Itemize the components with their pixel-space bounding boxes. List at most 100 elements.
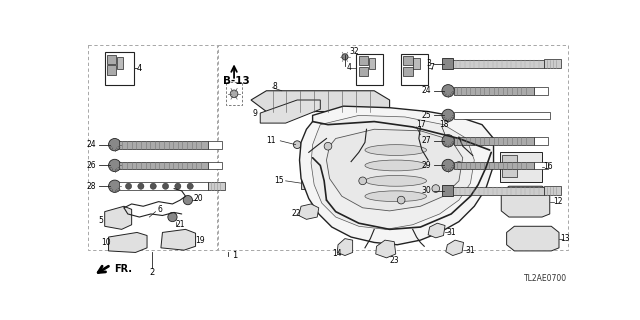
Text: 31: 31 (447, 228, 456, 237)
Polygon shape (417, 129, 437, 148)
Text: 2: 2 (150, 268, 155, 277)
Circle shape (183, 196, 193, 205)
Circle shape (342, 54, 348, 60)
Bar (119, 182, 208, 190)
Text: 25: 25 (422, 111, 431, 120)
Polygon shape (251, 91, 390, 112)
Bar (543, 59, 561, 68)
Bar (359, 56, 368, 65)
Polygon shape (299, 204, 319, 219)
Text: 9: 9 (253, 109, 257, 118)
Bar (452, 187, 543, 195)
Bar (500, 152, 542, 182)
Text: B-13: B-13 (223, 76, 249, 86)
Polygon shape (300, 106, 493, 245)
Circle shape (397, 196, 405, 204)
Circle shape (442, 84, 454, 97)
Polygon shape (337, 239, 353, 256)
Bar (534, 162, 548, 169)
Bar (454, 162, 534, 169)
Circle shape (442, 135, 454, 147)
Bar (218, 44, 568, 250)
Text: 16: 16 (543, 163, 553, 172)
Text: 31: 31 (465, 246, 475, 255)
Circle shape (359, 177, 367, 185)
Text: 13: 13 (561, 234, 570, 243)
Text: 4: 4 (346, 63, 351, 72)
Text: 27: 27 (422, 136, 431, 145)
Text: 18: 18 (440, 120, 449, 129)
Bar (119, 162, 208, 169)
Bar (534, 137, 548, 145)
Bar (107, 55, 116, 64)
Bar (107, 65, 116, 75)
Text: 22: 22 (291, 210, 301, 219)
Text: 3: 3 (426, 59, 431, 68)
Ellipse shape (365, 160, 427, 171)
Bar (401, 54, 428, 84)
Text: 11: 11 (266, 136, 276, 145)
Polygon shape (507, 226, 559, 251)
Circle shape (442, 109, 454, 122)
Circle shape (163, 183, 168, 189)
Bar (534, 87, 548, 95)
Bar (227, 82, 242, 105)
Circle shape (138, 183, 144, 189)
Ellipse shape (365, 175, 427, 186)
Bar (502, 155, 517, 166)
Polygon shape (311, 116, 474, 229)
Circle shape (432, 185, 440, 192)
Text: FR.: FR. (114, 264, 132, 275)
Circle shape (442, 159, 454, 172)
Bar (356, 54, 383, 84)
Text: 32: 32 (349, 47, 359, 56)
Bar (119, 141, 208, 148)
Polygon shape (109, 232, 147, 252)
Circle shape (324, 142, 332, 150)
Bar (301, 179, 318, 189)
Text: 30: 30 (421, 186, 431, 195)
Bar (502, 168, 517, 177)
Text: 23: 23 (390, 256, 399, 265)
Text: 4: 4 (137, 64, 142, 73)
Polygon shape (376, 240, 396, 258)
Polygon shape (428, 223, 445, 238)
Bar (403, 56, 413, 65)
Bar (442, 186, 452, 196)
Bar (208, 162, 221, 169)
Bar (105, 52, 134, 84)
Bar (454, 87, 534, 95)
Circle shape (293, 141, 301, 148)
Bar (452, 60, 543, 68)
Circle shape (455, 162, 463, 169)
Bar (88, 44, 217, 250)
Polygon shape (105, 206, 132, 229)
Bar (208, 182, 225, 190)
Polygon shape (326, 129, 463, 211)
Bar (454, 112, 550, 119)
Text: 17: 17 (417, 120, 426, 129)
Bar (208, 141, 221, 148)
Circle shape (230, 90, 238, 98)
Circle shape (109, 159, 121, 172)
Text: 14: 14 (333, 250, 342, 259)
Ellipse shape (365, 145, 427, 156)
Text: 21: 21 (175, 220, 185, 229)
Polygon shape (161, 229, 196, 250)
Bar (413, 59, 420, 69)
Circle shape (175, 183, 181, 189)
Ellipse shape (365, 191, 427, 202)
Circle shape (187, 183, 193, 189)
Polygon shape (446, 240, 463, 256)
Bar (454, 137, 534, 145)
Bar (442, 59, 452, 69)
Text: TL2AE0700: TL2AE0700 (524, 274, 566, 283)
Text: 28: 28 (87, 182, 96, 191)
Text: 20: 20 (193, 194, 203, 203)
Circle shape (125, 183, 132, 189)
Polygon shape (260, 100, 320, 123)
Text: 15: 15 (274, 176, 284, 185)
Text: 7: 7 (429, 63, 435, 72)
Circle shape (168, 212, 177, 222)
Text: 5: 5 (99, 216, 104, 225)
